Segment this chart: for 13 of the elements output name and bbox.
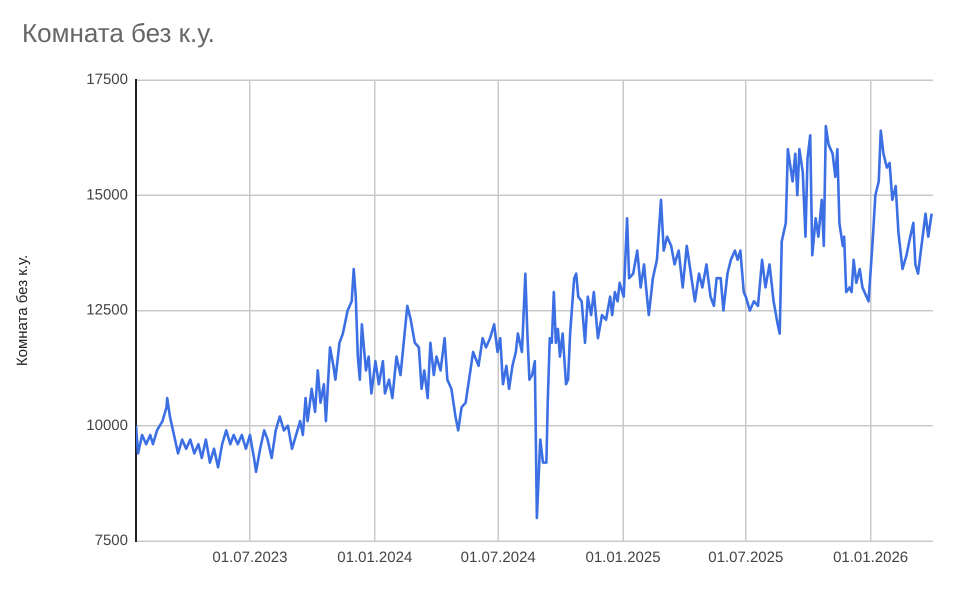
y-axis-title: Комната без к.у. xyxy=(14,254,32,366)
x-tick-label: 01.01.2024 xyxy=(337,549,412,566)
x-tick-label: 01.07.2023 xyxy=(212,549,288,566)
x-tick-label: 01.01.2025 xyxy=(585,549,661,566)
x-tick-label: 01.07.2024 xyxy=(460,549,536,566)
x-tick-label: 01.07.2025 xyxy=(708,549,784,566)
chart-title: Комната без к.у. xyxy=(22,18,215,49)
y-tick-label: 15000 xyxy=(86,186,128,204)
y-tick-label: 7500 xyxy=(94,532,128,550)
y-tick-label: 12500 xyxy=(86,302,128,319)
x-tick-label: 01.01.2026 xyxy=(833,549,908,566)
y-tick-label: 10000 xyxy=(86,416,128,434)
y-tick-label: 17500 xyxy=(86,71,128,88)
